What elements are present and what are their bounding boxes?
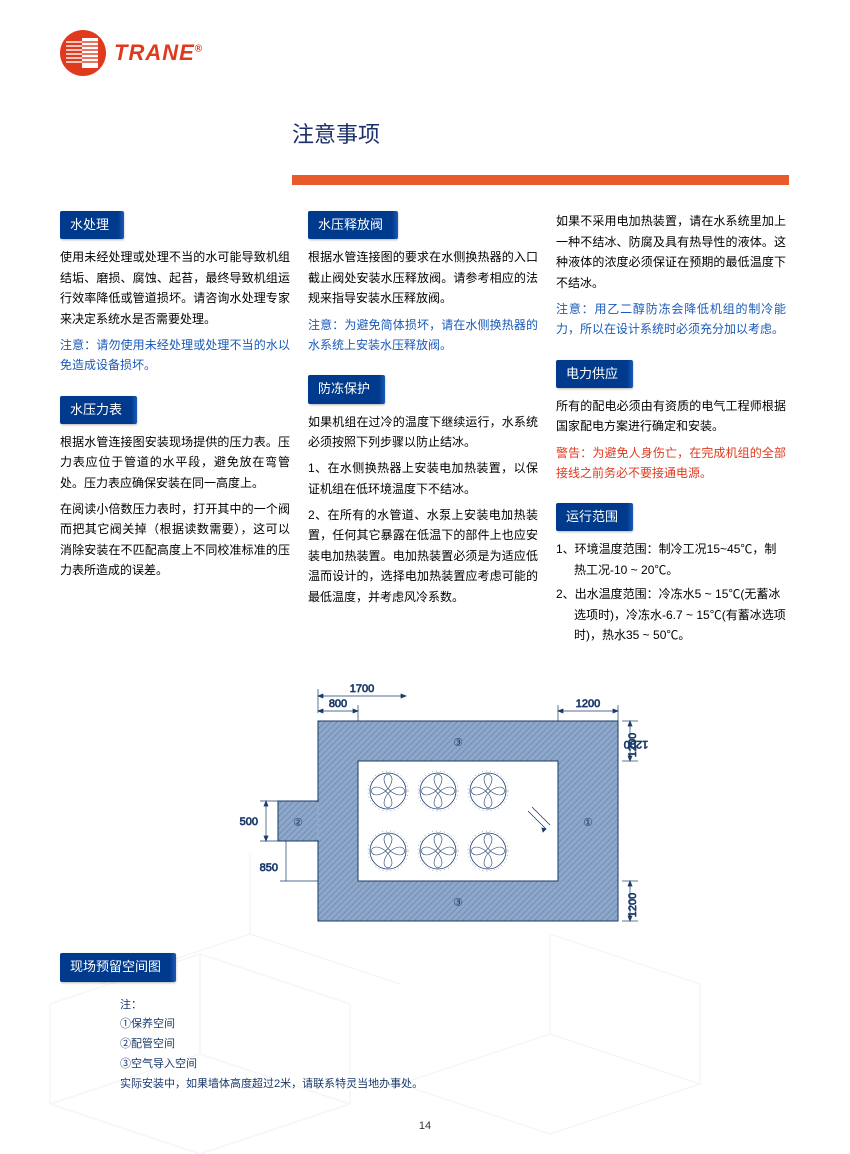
title-separator [292, 175, 789, 185]
list-item: 2、出水温度范围：冷冻水5 ~ 15℃(无蓄冰选项时)，冷冻水-6.7 ~ 15… [556, 584, 786, 645]
dim-500: 500 [240, 816, 258, 828]
zone-3-label: ③ [453, 897, 463, 909]
section-freeze-protect: 防冻保护 [308, 375, 384, 403]
body-paragraph: 2、在所有的水管道、水泵上安装电加热装置，任何其它暴露在低温下的部件上也应安装电… [308, 505, 538, 607]
section-water-treatment: 水处理 [60, 211, 123, 239]
column-2: 水压释放阀 根据水管连接图的要求在水侧换热器的入口截止阀处安装水压释放阀。请参考… [308, 211, 538, 649]
body-paragraph: 根据水管连接图的要求在水侧换热器的入口截止阀处安装水压释放阀。请参考相应的法规来… [308, 247, 538, 308]
page-title: 注意事项 [292, 116, 790, 153]
logo-brand-text: TRANE® [114, 34, 203, 71]
body-paragraph: 根据水管连接图安装现场提供的压力表。压力表应位于管道的水平段，避免放在弯管处。压… [60, 432, 290, 493]
dim-800: 800 [329, 698, 347, 710]
note-paragraph: 注意：用乙二醇防冻会降低机组的制冷能力，所以在设计系统时必须充分加以考虑。 [556, 299, 786, 340]
section-power-supply: 电力供应 [556, 360, 632, 388]
page-number: 14 [419, 1117, 431, 1136]
body-paragraph: 如果不采用电加热装置，请在水系统里加上一种不结冰、防腐及具有热导性的液体。这种液… [556, 211, 786, 293]
column-1: 水处理 使用未经处理或处理不当的水可能导致机组结垢、磨损、腐蚀、起苔，最终导致机… [60, 211, 290, 649]
body-paragraph: 使用未经处理或处理不当的水可能导致机组结垢、磨损、腐蚀、起苔，最终导致机组运行效… [60, 247, 290, 329]
list-item: 1、环境温度范围：制冷工况15~45℃，制热工况-10 ~ 20℃。 [556, 539, 786, 580]
dim-850: 850 [260, 862, 278, 874]
note-item: 实际安装中，如果墙体高度超过2米，请联系特灵当地办事处。 [120, 1075, 790, 1095]
logo: TRANE® [60, 30, 790, 76]
diagram-section: 现场预留空间图 [60, 667, 790, 1094]
zone-1-label: ① [583, 817, 593, 829]
content-columns: 水处理 使用未经处理或处理不当的水可能导致机组结垢、磨损、腐蚀、起苔，最终导致机… [60, 211, 790, 649]
warning-paragraph: 警告：为避免人身伤亡，在完成机组的全部接线之前务必不要接通电源。 [556, 443, 786, 484]
note-item: ①保养空间 [120, 1015, 790, 1035]
column-3: 如果不采用电加热装置，请在水系统里加上一种不结冰、防腐及具有热导性的液体。这种液… [556, 211, 786, 649]
section-relief-valve: 水压释放阀 [308, 211, 397, 239]
body-paragraph: 如果机组在过冷的温度下继续运行，水系统必须按照下列步骤以防止结冰。 [308, 412, 538, 453]
body-paragraph: 1、在水侧换热器上安装电加热装置，以保证机组在低环境温度下不结冰。 [308, 458, 538, 499]
dim-1200-r1: 1200 [627, 733, 639, 757]
body-paragraph: 所有的配电必须由有资质的电气工程师根据国家配电方案进行确定和安装。 [556, 396, 786, 437]
section-operating-range: 运行范围 [556, 503, 632, 531]
dim-1200-r2: 1200 [627, 893, 639, 917]
zone-2-label: ② [293, 817, 303, 829]
note-paragraph: 注意：请勿使用未经处理或处理不当的水以免造成设备损坏。 [60, 335, 290, 376]
dim-1700: 1700 [350, 683, 374, 695]
note-item: ③空气导入空间 [120, 1055, 790, 1075]
logo-icon [60, 30, 106, 76]
dim-1200: 1200 [576, 698, 600, 710]
zone-3-label: ③ [453, 737, 463, 749]
clearance-diagram: ③ ③ ① ② [238, 671, 648, 971]
note-item: ②配管空间 [120, 1035, 790, 1055]
section-space-diagram: 现场预留空间图 [60, 953, 175, 981]
body-paragraph: 在阅读小倍数压力表时，打开其中的一个阀而把其它阀关掉（根据读数需要），这可以消除… [60, 499, 290, 581]
section-pressure-gauge: 水压力表 [60, 396, 136, 424]
note-paragraph: 注意：为避免简体损坏，请在水侧换热器的水系统上安装水压释放阀。 [308, 315, 538, 356]
notes-title: 注： [120, 996, 790, 1016]
diagram-notes: 注： ①保养空间 ②配管空间 ③空气导入空间 实际安装中，如果墙体高度超过2米，… [120, 996, 790, 1095]
